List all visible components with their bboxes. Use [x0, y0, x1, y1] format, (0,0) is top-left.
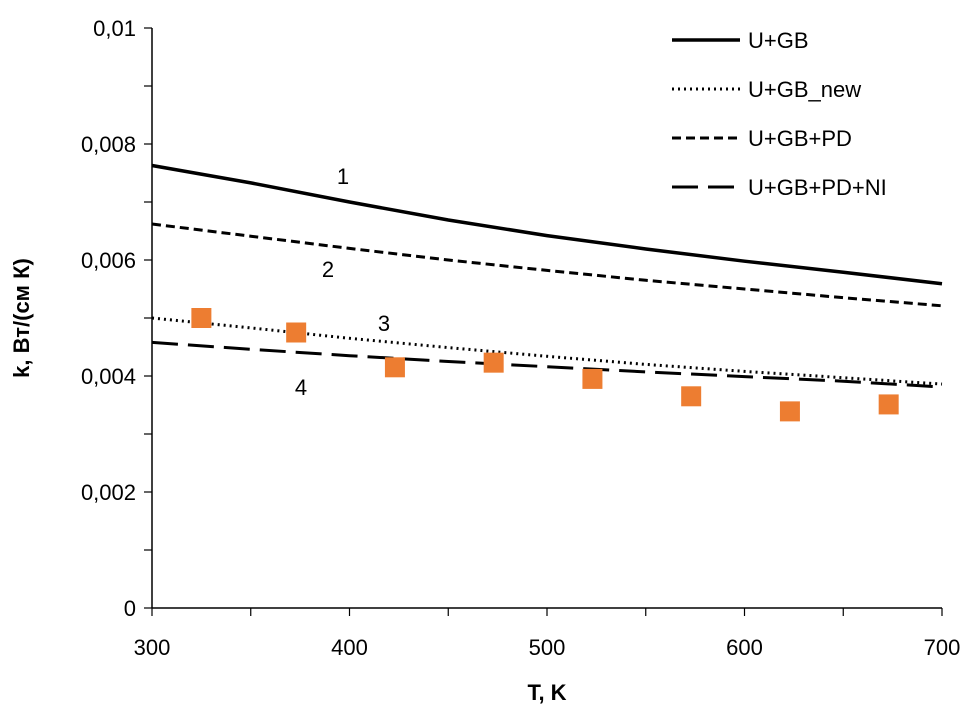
- data-point-marker: [681, 386, 702, 407]
- series-line-4: [151, 340, 943, 389]
- curve-label: 3: [378, 311, 390, 336]
- curve-label: 2: [322, 257, 334, 282]
- x-tick-label: 600: [726, 635, 763, 660]
- data-point-marker: [286, 322, 307, 343]
- legend: U+GB U+GB_new U+GB+PD U+GB+PD+NI: [672, 28, 887, 200]
- legend-label: U+GB: [748, 28, 809, 53]
- y-tick-label: 0: [124, 596, 136, 621]
- x-tick-label: 500: [529, 635, 566, 660]
- axes: 300 400 500 600 700 0 0,002 0,004 0,006 0,008 0,01: [81, 16, 960, 660]
- y-axis-title: k, Вт/(см К): [9, 258, 34, 378]
- y-tick-label: 0,008: [81, 132, 136, 157]
- series-layer: [151, 163, 943, 389]
- y-tick-label: 0,002: [81, 480, 136, 505]
- curve-labels: 1 3 2 4: [295, 164, 390, 400]
- x-tick-label: 700: [924, 635, 961, 660]
- x-tick-label: 300: [134, 635, 171, 660]
- legend-label: U+GB_new: [748, 77, 861, 102]
- data-point-marker: [582, 368, 603, 389]
- y-tick-label: 0,01: [93, 16, 136, 41]
- y-tick-label: 0,004: [81, 364, 136, 389]
- legend-label: U+GB+PD+NI: [748, 175, 887, 200]
- x-tick-label: 400: [331, 635, 368, 660]
- data-point-marker: [878, 394, 899, 415]
- data-point-marker: [483, 352, 504, 373]
- data-point-marker: [384, 357, 405, 378]
- series-line-2: [151, 316, 943, 386]
- x-axis-title: T, K: [527, 680, 566, 705]
- legend-label: U+GB+PD: [748, 126, 852, 151]
- data-point-marker: [779, 401, 800, 422]
- curve-label: 4: [295, 375, 307, 400]
- y-tick-label: 0,006: [81, 248, 136, 273]
- markers-layer: [191, 308, 899, 422]
- series-line-3: [151, 222, 943, 308]
- curve-label: 1: [337, 164, 349, 189]
- data-point-marker: [191, 308, 212, 328]
- series-line-1: [151, 163, 943, 286]
